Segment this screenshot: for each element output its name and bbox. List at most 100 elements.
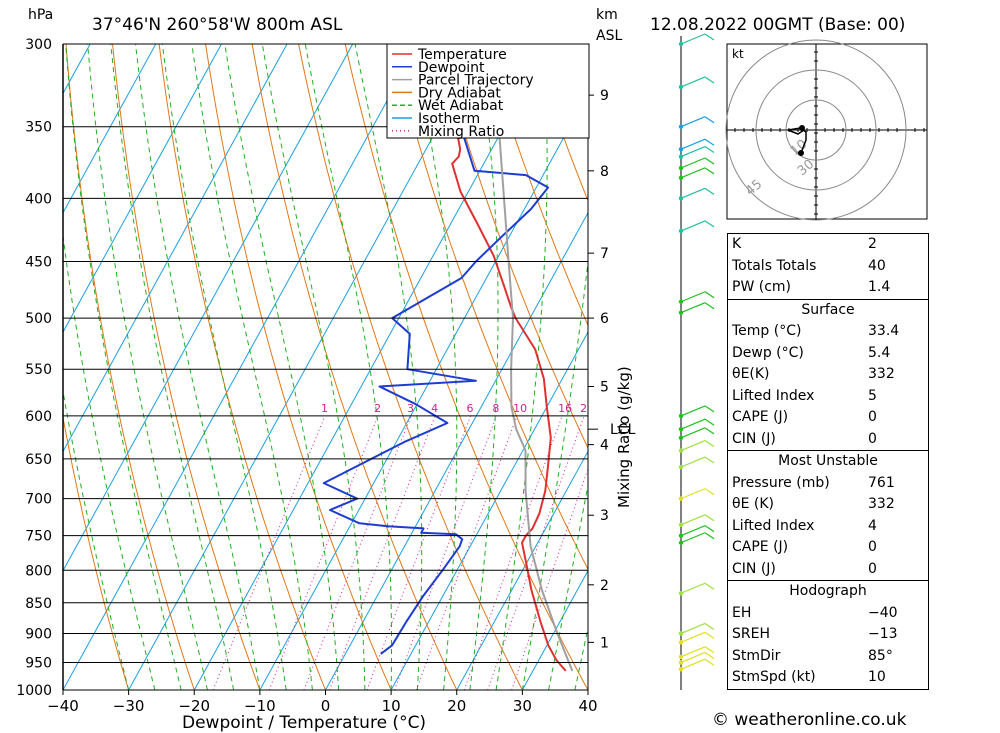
wind-barb-dot <box>678 660 684 665</box>
index-row: Totals Totals 40 <box>728 256 928 278</box>
wind-barb-flag <box>704 651 715 659</box>
height-unit-label-asl: ASL <box>596 28 622 44</box>
wind-barb <box>680 582 706 594</box>
wind-barb-dot <box>678 413 684 419</box>
pressure-tick-label: 550 <box>25 362 52 378</box>
index-row: CAPE (J) 0 <box>728 407 928 429</box>
mixing-ratio-tick-label: 20 <box>580 402 594 415</box>
index-row: θE(K) 332 <box>728 364 928 386</box>
wind-barb-flag <box>704 302 715 310</box>
height-unit-label-km: km <box>596 7 618 23</box>
pressure-tick-label: 1000 <box>16 683 52 699</box>
index-value: 0 <box>868 430 877 447</box>
wet-adiabat-line <box>574 625 588 690</box>
isotherm-line <box>0 44 25 690</box>
wind-barb-flag <box>704 582 715 590</box>
dry-adiabat-line <box>298 44 523 690</box>
height-tick-label: 1 <box>600 635 609 651</box>
index-label: StmDir <box>732 647 781 664</box>
wind-barb <box>680 302 706 314</box>
wind-barb-dot <box>678 124 684 129</box>
isotherm-line <box>63 44 157 214</box>
surface-section: Surface Temp (°C) 33.4 Dewp (°C) 5.4 θE(K) 33… <box>728 298 928 451</box>
wet-adiabat-line <box>110 44 235 690</box>
isotherm-line <box>63 44 354 572</box>
height-tick-label: 4 <box>600 438 609 454</box>
dry-adiabat-line <box>437 44 588 450</box>
wet-adiabat-line <box>224 44 340 690</box>
pressure-tick-label: 500 <box>25 311 52 327</box>
wind-barb <box>680 658 706 670</box>
wind-barb-flag <box>704 157 715 165</box>
wind-barb-dot <box>678 175 684 181</box>
wind-barb-flag <box>704 488 715 496</box>
index-value: −13 <box>868 626 898 642</box>
copyright-footer[interactable]: © weatheronline.co.uk <box>712 710 907 730</box>
index-label: θE (K) <box>732 496 774 512</box>
hodograph-point <box>799 125 805 131</box>
plot-area: 1 2 3 4 6 8 10 16 20 25 <box>0 44 1000 690</box>
index-row: CAPE (J) 0 <box>728 537 928 559</box>
wind-barb-flag <box>704 514 715 522</box>
legend-entry: Temperature <box>417 47 507 63</box>
index-label: Totals Totals <box>732 257 817 274</box>
index-value: 33.4 <box>868 323 900 339</box>
index-row: CIN (J) 0 <box>728 559 928 581</box>
legend-entry: Dry Adiabat <box>418 85 501 101</box>
wind-barb <box>680 418 706 430</box>
dry-adiabat-line <box>112 44 261 690</box>
wind-barb-dot <box>678 426 684 432</box>
dry-adiabat-line <box>950 44 1000 690</box>
hodograph-ring <box>725 39 907 221</box>
wind-barb <box>680 456 706 468</box>
pressure-tick-label: 750 <box>25 529 52 545</box>
index-value: 85° <box>868 647 893 664</box>
wind-barb <box>680 622 706 635</box>
dewpoint-line <box>322 44 550 655</box>
wind-barb <box>680 427 706 439</box>
index-value: 0 <box>868 409 877 425</box>
isotherm-line <box>63 44 419 690</box>
isotherm-line <box>521 569 588 690</box>
datetime-title: 12.08.2022 00GMT (Base: 00) <box>650 15 905 35</box>
pressure-tick-label: 850 <box>25 596 52 612</box>
index-label: θE(K) <box>732 366 770 382</box>
pressure-tick-label: 450 <box>25 255 52 271</box>
index-row: PW (cm) 1.4 <box>728 277 928 299</box>
wind-barb-flag <box>704 525 715 533</box>
wind-barb-flag <box>704 646 715 654</box>
index-row: Pressure (mb) 761 <box>728 473 928 495</box>
wind-barb-dot <box>678 667 684 672</box>
height-tick-label: 2 <box>600 578 609 594</box>
isotherm-line <box>325 211 588 690</box>
mixing-ratio-tick-label: 16 <box>558 402 572 415</box>
wind-barb-dot <box>678 299 684 304</box>
legend-entry: Isotherm <box>418 111 480 127</box>
wind-barb <box>680 33 706 45</box>
mixing-ratio-tick-label: 4 <box>431 402 438 415</box>
wind-barb-flag <box>704 532 715 540</box>
height-tick-label: 5 <box>600 380 609 396</box>
index-label: CIN (J) <box>732 430 776 447</box>
wet-adiabat-line <box>469 44 499 690</box>
isotherm-line <box>456 450 588 690</box>
index-row: Lifted Index 4 <box>728 516 928 538</box>
wind-barb-flag <box>704 658 715 666</box>
axis-labels: 3003504004505005506006507007508008509009… <box>16 37 635 715</box>
wet-adiabat-line <box>304 44 393 690</box>
legend-entry: Mixing Ratio <box>418 124 504 140</box>
wind-barb-dot <box>678 448 684 453</box>
index-row: StmSpd (kt) 10 <box>728 667 928 689</box>
mixing-ratio-tick-label: 6 <box>466 402 473 415</box>
index-label: SREH <box>732 626 770 642</box>
index-row: Lifted Index 5 <box>728 386 928 408</box>
x-tick-label: −30 <box>113 697 145 715</box>
wind-barb-flag <box>704 167 715 175</box>
wind-barb-flag <box>704 456 715 464</box>
parcel-trajectory-line <box>486 50 574 672</box>
mixing-ratio-axis-title: Mixing Ratio (g/kg) <box>615 366 633 508</box>
wet-adiabat-line <box>161 44 287 690</box>
pressure-unit-label: hPa <box>28 7 53 23</box>
pressure-tick-label: 600 <box>25 409 52 425</box>
